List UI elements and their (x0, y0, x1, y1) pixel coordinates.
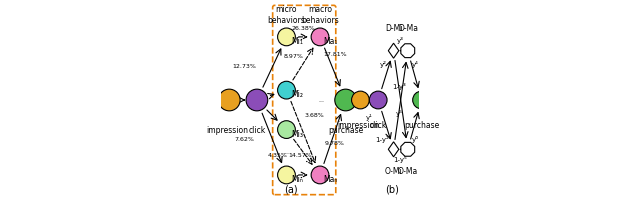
Text: Mi₂: Mi₂ (291, 90, 303, 99)
Text: O-Mi: O-Mi (385, 167, 403, 176)
Text: y⁵: y⁵ (396, 110, 403, 117)
Circle shape (335, 89, 356, 111)
Text: Mi₃: Mi₃ (291, 130, 303, 139)
Text: y¹: y¹ (365, 114, 372, 121)
Text: (a): (a) (285, 185, 298, 195)
Polygon shape (388, 142, 399, 157)
Text: purchase: purchase (328, 126, 364, 135)
Text: impression: impression (337, 121, 380, 130)
Text: y⁴: y⁴ (412, 61, 419, 68)
Text: impression: impression (206, 126, 248, 135)
Text: 3.68%: 3.68% (304, 113, 324, 118)
Circle shape (351, 91, 369, 109)
Text: click: click (248, 126, 266, 135)
Circle shape (278, 121, 295, 138)
Text: D-Mi: D-Mi (385, 24, 403, 33)
Text: Maₙ: Maₙ (324, 175, 338, 184)
Polygon shape (401, 142, 415, 156)
Text: Miₙ: Miₙ (291, 175, 303, 184)
Polygon shape (388, 43, 399, 58)
Text: 14.57%: 14.57% (289, 153, 312, 158)
Text: 1-y³: 1-y³ (392, 83, 406, 90)
Circle shape (369, 91, 387, 109)
Polygon shape (401, 44, 415, 58)
Circle shape (278, 166, 295, 184)
Text: 1-y⁵: 1-y⁵ (394, 156, 407, 163)
Text: click: click (369, 121, 387, 130)
Text: y³: y³ (397, 37, 404, 44)
Circle shape (278, 28, 295, 46)
Text: 17.81%: 17.81% (323, 52, 347, 57)
Text: y⁶: y⁶ (412, 136, 419, 143)
Text: ...: ... (284, 150, 289, 155)
Circle shape (218, 89, 240, 111)
Text: 4.35%: 4.35% (268, 153, 287, 158)
Text: 7.62%: 7.62% (234, 137, 254, 142)
Circle shape (311, 166, 329, 184)
Circle shape (311, 28, 329, 46)
Text: y²: y² (380, 61, 387, 68)
Text: D-Ma: D-Ma (398, 24, 418, 33)
Text: ...: ... (318, 98, 324, 102)
Text: 26.38%: 26.38% (291, 26, 315, 31)
Circle shape (246, 89, 268, 111)
Text: 12.73%: 12.73% (232, 64, 256, 69)
Text: macro
behaviors: macro behaviors (301, 5, 339, 25)
Text: 9.78%: 9.78% (325, 141, 345, 146)
Text: (b): (b) (385, 185, 399, 195)
Text: Ma₁: Ma₁ (324, 37, 338, 46)
Circle shape (413, 91, 431, 109)
Text: 1-y²: 1-y² (376, 136, 389, 143)
Text: Mi₁: Mi₁ (291, 37, 303, 46)
Text: O-Ma: O-Ma (397, 167, 418, 176)
Text: purchase: purchase (404, 121, 439, 130)
Text: micro
behaviors: micro behaviors (268, 5, 305, 25)
Circle shape (278, 81, 295, 99)
Text: 8.97%: 8.97% (284, 54, 303, 59)
